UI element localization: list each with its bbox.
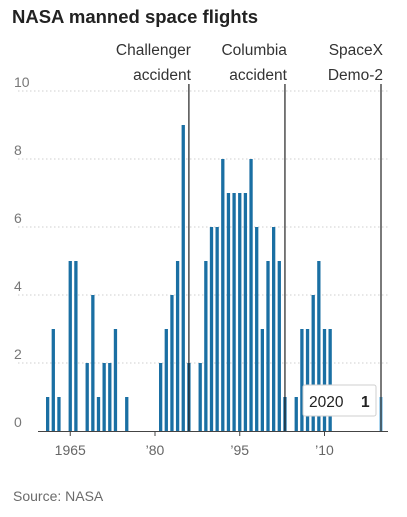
bar bbox=[96, 397, 101, 431]
bar bbox=[57, 397, 61, 431]
bar bbox=[108, 363, 112, 431]
bar bbox=[68, 261, 72, 431]
bar bbox=[328, 329, 332, 431]
bar bbox=[46, 397, 50, 431]
bar bbox=[159, 363, 163, 431]
y-tick-label: 8 bbox=[14, 142, 22, 158]
bar bbox=[277, 261, 281, 431]
x-tick-label: ’10 bbox=[315, 442, 334, 458]
bar bbox=[125, 397, 129, 431]
bar bbox=[266, 261, 270, 431]
annotation-label: accident bbox=[133, 67, 191, 84]
bar bbox=[272, 227, 276, 431]
bar bbox=[204, 261, 208, 431]
bar bbox=[175, 261, 180, 431]
bar bbox=[91, 295, 95, 431]
y-tick-label: 4 bbox=[14, 278, 22, 294]
bar bbox=[221, 159, 225, 431]
bar bbox=[255, 227, 259, 431]
y-tick-label: 10 bbox=[14, 74, 30, 90]
y-tick-label: 2 bbox=[14, 346, 22, 362]
bar bbox=[198, 363, 202, 431]
bar bbox=[102, 363, 106, 431]
x-tick-label: ’80 bbox=[146, 442, 165, 458]
bar bbox=[226, 193, 231, 431]
bar bbox=[74, 261, 78, 431]
bar bbox=[232, 193, 236, 431]
bar bbox=[181, 125, 185, 431]
bar bbox=[51, 329, 55, 431]
bar bbox=[260, 329, 264, 431]
bar bbox=[113, 329, 118, 431]
y-tick-label: 6 bbox=[14, 210, 22, 226]
source-note: Source: NASA bbox=[13, 488, 104, 504]
bar bbox=[243, 193, 248, 431]
annotation-label: Demo-2 bbox=[328, 67, 383, 84]
bar bbox=[311, 295, 315, 431]
bar bbox=[215, 227, 219, 431]
bar bbox=[85, 363, 89, 431]
annotation-label: Challenger bbox=[116, 42, 191, 59]
tooltip-value: 1 bbox=[361, 394, 370, 411]
bar bbox=[164, 329, 168, 431]
bar bbox=[305, 329, 310, 431]
tooltip-box bbox=[302, 384, 377, 417]
bar bbox=[209, 227, 214, 431]
annotation-label: accident bbox=[229, 67, 287, 84]
y-tick-label: 0 bbox=[14, 414, 22, 430]
annotation-label: Columbia bbox=[221, 42, 287, 59]
bar bbox=[294, 397, 298, 431]
chart-title: NASA manned space flights bbox=[12, 6, 259, 27]
bar bbox=[238, 193, 242, 431]
annotation-label: SpaceX bbox=[329, 42, 384, 59]
x-tick-label: ’95 bbox=[230, 442, 249, 458]
tooltip-year: 2020 bbox=[309, 394, 344, 411]
bar bbox=[300, 329, 304, 431]
x-tick-label: 1965 bbox=[55, 442, 86, 458]
bar bbox=[249, 159, 253, 431]
bar bbox=[170, 295, 174, 431]
bar bbox=[322, 329, 327, 431]
bar bbox=[317, 261, 321, 431]
